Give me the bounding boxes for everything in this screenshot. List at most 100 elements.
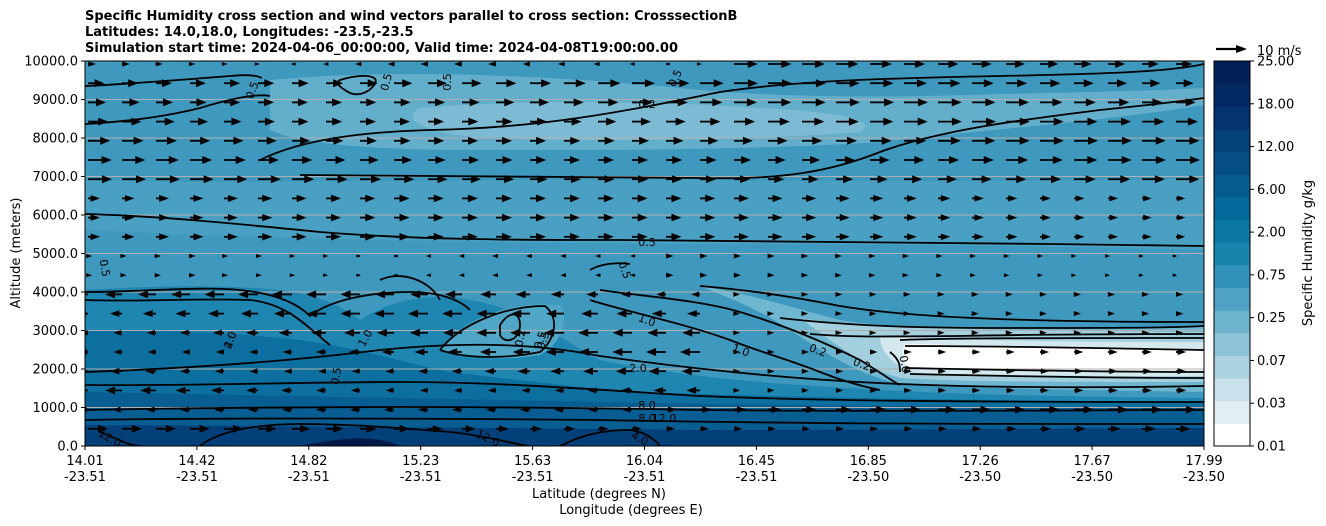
wind-vector xyxy=(801,349,809,355)
wind-vector xyxy=(109,310,122,317)
chart-subtitle-coords: Latitudes: 14.0,18.0, Longitudes: -23.5,… xyxy=(85,25,414,40)
wind-vector xyxy=(801,330,809,336)
wind-vector xyxy=(428,136,445,145)
wind-vector xyxy=(1006,98,1030,107)
x-tick-label-lon: -23.51 xyxy=(176,470,218,485)
wind-vector xyxy=(835,311,843,317)
wind-vector xyxy=(734,213,749,222)
wind-vector xyxy=(428,232,444,241)
wind-vector xyxy=(454,61,462,67)
wind-vector xyxy=(904,387,912,394)
wind-vector xyxy=(530,79,552,88)
wind-vector xyxy=(835,349,844,355)
wind-vector xyxy=(515,290,530,299)
wind-vector xyxy=(122,117,142,126)
contour-label: 8.0 xyxy=(638,412,656,425)
wind-vector xyxy=(768,426,777,432)
wind-vector xyxy=(414,348,428,356)
wind-vector xyxy=(612,328,632,337)
contour-line xyxy=(85,74,263,87)
wind-vector xyxy=(629,62,635,66)
wind-vector xyxy=(733,291,741,297)
wind-vector xyxy=(682,328,700,337)
wind-vector xyxy=(323,62,329,66)
wind-vector xyxy=(85,349,88,355)
wind-vector xyxy=(1071,273,1077,278)
colorbar-tick-label: 0.25 xyxy=(1257,311,1286,326)
svg-text:0.5: 0.5 xyxy=(615,260,633,281)
y-tick-label: 10000.0 xyxy=(24,55,78,70)
wind-vector xyxy=(1142,425,1156,433)
wind-vector xyxy=(462,136,479,145)
wind-vector xyxy=(381,348,394,356)
wind-vector xyxy=(666,253,674,259)
contour-label: 0.5 xyxy=(615,260,633,281)
wind-vector xyxy=(903,330,911,336)
wind-vector xyxy=(292,117,309,126)
contour-line xyxy=(259,63,1204,161)
wind-vector xyxy=(971,311,979,317)
wind-vector xyxy=(904,136,927,145)
wind-vector xyxy=(394,232,410,241)
wind-vector xyxy=(1142,233,1152,240)
wind-vector xyxy=(351,368,360,374)
wind-vector xyxy=(1040,61,1059,68)
wind-vector xyxy=(970,273,976,278)
contour-line xyxy=(85,213,1204,247)
wind-vector xyxy=(630,254,636,258)
wind-vector xyxy=(88,117,109,126)
quiver-key-label: 10 m/s xyxy=(1257,44,1302,59)
wind-vector xyxy=(476,328,496,337)
wind-vector xyxy=(801,272,809,278)
wind-vector xyxy=(615,367,632,376)
field-mid-layer xyxy=(85,178,1204,250)
wind-vector xyxy=(156,79,173,88)
wind-vector xyxy=(1037,273,1043,278)
wind-vector xyxy=(767,272,775,278)
svg-text:1.0: 1.0 xyxy=(636,311,657,329)
wind-vector xyxy=(598,425,609,432)
wind-vector xyxy=(258,136,277,145)
x-tick-label-lon: -23.50 xyxy=(959,470,1001,485)
wind-vector xyxy=(1037,254,1043,258)
wind-vector xyxy=(214,368,224,375)
wind-vector xyxy=(156,194,170,202)
wind-vector xyxy=(1142,117,1165,126)
chart-title-block: Specific Humidity cross section and wind… xyxy=(85,9,737,57)
wind-vector xyxy=(904,368,912,374)
wind-vector xyxy=(1073,291,1082,297)
wind-vector xyxy=(1176,368,1187,375)
wind-vector xyxy=(344,328,360,337)
wind-vector xyxy=(1142,405,1162,414)
wind-vector xyxy=(564,156,581,164)
wind-vector xyxy=(632,194,648,203)
wind-vector xyxy=(1074,233,1085,240)
wind-vector xyxy=(1142,195,1152,202)
wind-vector xyxy=(586,291,598,298)
y-tick-label: 5000.0 xyxy=(33,247,79,262)
wind-vector xyxy=(1142,61,1159,68)
wind-vector xyxy=(190,233,204,241)
wind-vector xyxy=(283,368,292,374)
wind-vector xyxy=(1039,311,1047,317)
svg-text:0.5: 0.5 xyxy=(243,80,261,101)
wind-vector xyxy=(583,367,598,375)
contour-line xyxy=(85,287,471,318)
wind-vector xyxy=(768,136,788,145)
wind-vector xyxy=(348,348,360,356)
wind-vector xyxy=(1176,61,1193,68)
wind-vector xyxy=(256,253,262,259)
svg-text:0.5: 0.5 xyxy=(638,236,656,249)
wind-vector xyxy=(258,233,273,241)
svg-text:0.2: 0.2 xyxy=(638,98,656,111)
contour-line xyxy=(85,343,1204,389)
wind-vector xyxy=(937,330,945,336)
contour-label: 0.5 xyxy=(329,366,345,385)
wind-vector xyxy=(1176,79,1194,88)
wind-vector xyxy=(86,253,93,259)
wind-vector xyxy=(214,406,224,413)
wind-vector xyxy=(666,98,688,107)
wind-vector xyxy=(462,425,476,433)
y-tick-label: 9000.0 xyxy=(33,93,79,108)
wind-vector xyxy=(870,136,892,145)
